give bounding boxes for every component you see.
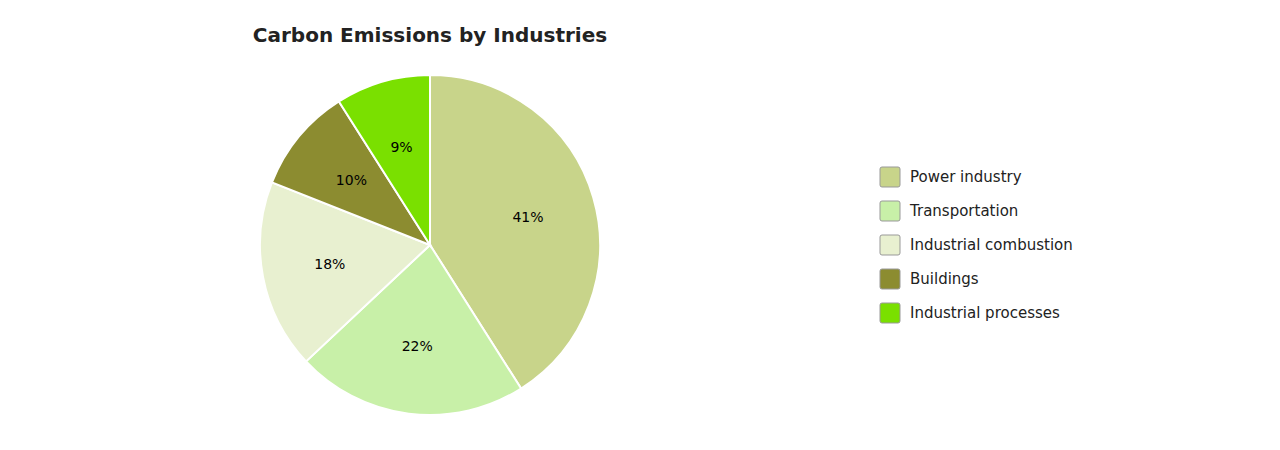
legend-swatch <box>880 269 900 289</box>
title: Carbon Emissions by Industries <box>253 23 607 47</box>
data-label: 22% <box>402 338 433 354</box>
data-label: 10% <box>336 172 367 188</box>
legend-label: Transportation <box>909 202 1018 220</box>
data-labels: 41% 22% 18% 10% 9% <box>314 139 543 354</box>
legend-label: Industrial processes <box>910 304 1060 322</box>
legend-swatch <box>880 235 900 255</box>
data-label: 18% <box>314 256 345 272</box>
data-label: 41% <box>512 209 543 225</box>
slices <box>260 75 600 415</box>
legend: Power industry Transportation Industrial c… <box>880 167 1073 323</box>
legend-swatch <box>880 303 900 323</box>
legend-swatch <box>880 201 900 221</box>
chart-svg: Carbon Emissions by Industries 41% 22% 18% 1… <box>0 0 1280 450</box>
data-label: 9% <box>390 139 412 155</box>
slice <box>339 75 430 245</box>
legend-label: Buildings <box>910 270 979 288</box>
background <box>0 0 1280 450</box>
legend-swatch <box>880 167 900 187</box>
chart-container: Carbon Emissions by Industries 41% 22% 18% 1… <box>0 0 1280 450</box>
legend-label: Power industry <box>910 168 1022 186</box>
legend-label: Industrial combustion <box>910 236 1073 254</box>
